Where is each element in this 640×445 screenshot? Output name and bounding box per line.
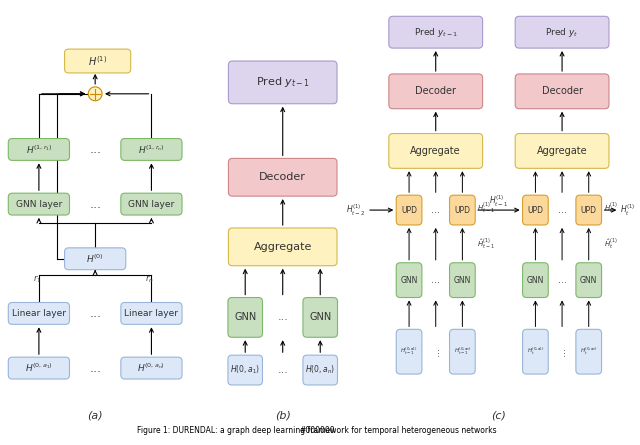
Text: ...: ...	[557, 275, 566, 285]
Text: Aggregate: Aggregate	[253, 242, 312, 252]
Text: ...: ...	[89, 198, 101, 210]
Text: $H^{(1)}$: $H^{(1)}$	[88, 54, 107, 68]
Text: Decoder: Decoder	[415, 86, 456, 96]
Text: ...: ...	[431, 275, 440, 285]
FancyBboxPatch shape	[303, 298, 337, 337]
Text: $H_{t-1}^{(0,a_1)}$: $H_{t-1}^{(0,a_1)}$	[400, 346, 418, 357]
FancyBboxPatch shape	[303, 355, 337, 385]
FancyBboxPatch shape	[65, 248, 126, 270]
Text: ...: ...	[431, 205, 440, 215]
FancyBboxPatch shape	[515, 134, 609, 168]
Text: Decoder: Decoder	[259, 172, 306, 182]
Text: ...: ...	[89, 362, 101, 375]
Text: ...: ...	[431, 347, 441, 356]
FancyBboxPatch shape	[8, 303, 70, 324]
Text: $H^{(0)}$: $H^{(0)}$	[86, 253, 104, 265]
Text: Linear layer: Linear layer	[124, 309, 179, 318]
FancyBboxPatch shape	[228, 228, 337, 266]
Text: Figure 1: DURENDAL: a graph deep learning framework for temporal heterogeneous n: Figure 1: DURENDAL: a graph deep learnin…	[138, 426, 497, 435]
Text: $H_t^{(1)}$: $H_t^{(1)}$	[604, 200, 618, 215]
FancyBboxPatch shape	[389, 74, 483, 109]
Text: ...: ...	[557, 347, 567, 356]
Text: $H_t^{(0,a_1)}$: $H_t^{(0,a_1)}$	[527, 346, 544, 357]
FancyBboxPatch shape	[228, 158, 337, 196]
FancyBboxPatch shape	[121, 357, 182, 379]
Text: UPD: UPD	[580, 206, 596, 214]
Text: $H^{(1,r_1)}$: $H^{(1,r_1)}$	[26, 143, 52, 156]
FancyBboxPatch shape	[389, 16, 483, 48]
Text: GNN: GNN	[580, 275, 597, 285]
FancyBboxPatch shape	[523, 195, 548, 225]
Text: $H_t^{(0,a_n)}$: $H_t^{(0,a_n)}$	[580, 346, 598, 357]
Text: (a): (a)	[87, 411, 103, 421]
Text: ...: ...	[277, 312, 288, 323]
FancyBboxPatch shape	[228, 61, 337, 104]
Text: UPD: UPD	[527, 206, 543, 214]
Text: GNN: GNN	[234, 312, 257, 323]
Text: $H_{t-1}^{(1)}$: $H_{t-1}^{(1)}$	[477, 200, 495, 215]
Text: (b): (b)	[275, 411, 291, 421]
FancyBboxPatch shape	[228, 298, 262, 337]
Text: $r_n$: $r_n$	[145, 274, 154, 285]
Text: $H_t^{(1)}$: $H_t^{(1)}$	[620, 202, 636, 218]
Text: ...: ...	[557, 205, 566, 215]
FancyBboxPatch shape	[449, 263, 476, 298]
FancyBboxPatch shape	[523, 263, 548, 298]
Text: Decoder: Decoder	[541, 86, 582, 96]
FancyBboxPatch shape	[576, 263, 602, 298]
Text: $r_1$: $r_1$	[33, 274, 41, 285]
FancyBboxPatch shape	[396, 263, 422, 298]
Text: Pred $y_t$: Pred $y_t$	[545, 26, 579, 39]
Text: GNN: GNN	[401, 275, 418, 285]
Text: GNN layer: GNN layer	[16, 200, 62, 209]
FancyBboxPatch shape	[8, 138, 70, 160]
Text: GNN: GNN	[527, 275, 544, 285]
FancyBboxPatch shape	[449, 329, 476, 374]
Text: ...: ...	[89, 143, 101, 156]
FancyBboxPatch shape	[576, 195, 602, 225]
FancyBboxPatch shape	[65, 49, 131, 73]
FancyBboxPatch shape	[515, 74, 609, 109]
FancyBboxPatch shape	[8, 193, 70, 215]
FancyBboxPatch shape	[449, 195, 476, 225]
Text: Linear layer: Linear layer	[12, 309, 66, 318]
FancyBboxPatch shape	[121, 303, 182, 324]
FancyBboxPatch shape	[396, 329, 422, 374]
Text: $H_{t-1}^{(1)}$: $H_{t-1}^{(1)}$	[489, 194, 509, 209]
Text: UPD: UPD	[454, 206, 470, 214]
FancyBboxPatch shape	[389, 134, 483, 168]
Text: $H(0,a_n)$: $H(0,a_n)$	[305, 364, 335, 376]
Text: Pred $y_{t-1}$: Pred $y_{t-1}$	[255, 75, 310, 89]
Text: GNN: GNN	[309, 312, 332, 323]
Text: $H_{t-1}^{(0,a_n)}$: $H_{t-1}^{(0,a_n)}$	[454, 346, 471, 357]
FancyBboxPatch shape	[121, 138, 182, 160]
Text: ...: ...	[277, 365, 288, 375]
Text: Pred $y_{t-1}$: Pred $y_{t-1}$	[413, 26, 458, 39]
Text: $H_{t-2}^{(1)}$: $H_{t-2}^{(1)}$	[346, 202, 365, 218]
Text: $H^{(0,a_1)}$: $H^{(0,a_1)}$	[25, 362, 53, 374]
Text: (c): (c)	[492, 411, 506, 421]
Text: #000000: #000000	[300, 426, 335, 435]
Text: UPD: UPD	[401, 206, 417, 214]
Text: GNN layer: GNN layer	[128, 200, 175, 209]
Text: GNN: GNN	[454, 275, 471, 285]
Text: $H^{(1,r_n)}$: $H^{(1,r_n)}$	[138, 143, 164, 156]
FancyBboxPatch shape	[228, 355, 262, 385]
Circle shape	[88, 87, 102, 101]
Text: $\hat{H}_{t-1}^{(1)}$: $\hat{H}_{t-1}^{(1)}$	[477, 236, 495, 251]
Text: $\hat{H}_t^{(1)}$: $\hat{H}_t^{(1)}$	[604, 236, 618, 251]
Text: Aggregate: Aggregate	[537, 146, 588, 156]
FancyBboxPatch shape	[523, 329, 548, 374]
FancyBboxPatch shape	[576, 329, 602, 374]
Text: $H^{(0,a_n)}$: $H^{(0,a_n)}$	[138, 362, 165, 374]
Text: ...: ...	[89, 307, 101, 320]
FancyBboxPatch shape	[8, 357, 70, 379]
Text: Aggregate: Aggregate	[410, 146, 461, 156]
FancyBboxPatch shape	[121, 193, 182, 215]
Text: $H(0,a_1)$: $H(0,a_1)$	[230, 364, 260, 376]
FancyBboxPatch shape	[515, 16, 609, 48]
FancyBboxPatch shape	[396, 195, 422, 225]
